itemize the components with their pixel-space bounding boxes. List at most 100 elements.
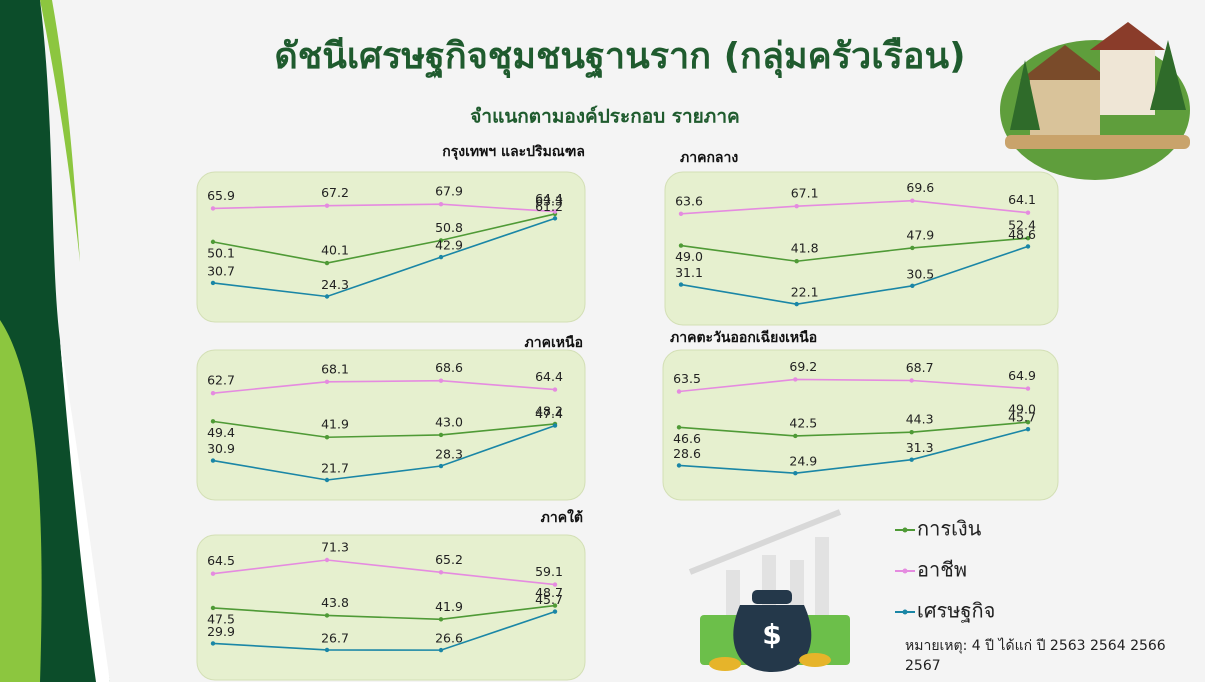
point <box>676 463 682 468</box>
point <box>210 571 216 576</box>
series-line <box>212 604 556 621</box>
value-label: 50.8 <box>435 220 463 235</box>
point <box>324 477 330 483</box>
point <box>324 613 330 618</box>
value-label: 29.9 <box>207 624 235 639</box>
point <box>210 391 216 396</box>
chart-title: ภาคใต้ <box>541 508 583 526</box>
value-label: 61.2 <box>535 199 563 214</box>
value-label: 41.9 <box>321 417 349 432</box>
point <box>1025 244 1031 249</box>
point <box>324 435 330 440</box>
value-label: 52.4 <box>1008 218 1036 233</box>
value-label: 64.5 <box>207 553 235 568</box>
value-label: 63.3 <box>535 193 563 208</box>
point <box>552 603 558 608</box>
point <box>910 245 915 251</box>
chart-title: ภาคตะวันออกเฉียงเหนือ <box>670 330 817 346</box>
series-line <box>212 213 556 264</box>
point <box>1025 386 1031 391</box>
village-illustration <box>1000 22 1190 180</box>
value-label: 41.9 <box>435 599 463 614</box>
value-label: 68.6 <box>435 360 463 375</box>
panel <box>662 349 1059 501</box>
point <box>1025 235 1031 241</box>
point <box>794 203 799 209</box>
value-label: 47.9 <box>906 227 934 242</box>
value-label: 49.0 <box>675 249 703 264</box>
point <box>438 254 444 260</box>
value-label: 47.4 <box>535 406 563 421</box>
point <box>909 429 914 435</box>
panel <box>664 171 1059 326</box>
value-label: 46.6 <box>673 431 701 446</box>
title: ดัชนีเศรษฐกิจชุมชนฐานราก (กลุ่มครัวเรือน… <box>274 36 965 79</box>
value-label: 31.3 <box>906 440 934 455</box>
point <box>552 582 558 587</box>
left-stripe <box>0 320 42 682</box>
value-label: 42.5 <box>789 415 817 430</box>
value-label: 64.4 <box>535 369 563 384</box>
value-label: 48.7 <box>535 585 563 600</box>
value-label: 68.7 <box>906 360 934 375</box>
value-label: 69.2 <box>789 359 817 374</box>
point <box>552 387 558 392</box>
value-label: 26.7 <box>321 630 349 645</box>
value-label: 63.5 <box>673 371 701 386</box>
legend-dot <box>902 527 908 533</box>
series-line <box>212 203 556 213</box>
value-label: 64.1 <box>1008 192 1036 207</box>
point <box>909 378 914 383</box>
money-illustration: $ <box>688 509 850 672</box>
point <box>438 432 444 438</box>
value-label: 50.1 <box>207 245 235 260</box>
legend-dot <box>902 609 908 615</box>
point <box>552 216 558 221</box>
point <box>324 294 330 299</box>
value-label: 24.3 <box>321 277 349 292</box>
value-label: 69.6 <box>906 180 934 195</box>
point <box>438 647 444 653</box>
series-line <box>680 237 1029 263</box>
value-label: 24.9 <box>789 454 817 469</box>
series-line <box>212 559 556 586</box>
point <box>910 283 915 289</box>
value-label: 41.8 <box>791 241 819 256</box>
series-line <box>680 199 1029 215</box>
value-label: 28.3 <box>435 447 463 462</box>
point <box>438 570 444 575</box>
point <box>324 647 330 653</box>
panel <box>196 171 586 323</box>
left-stripe <box>60 340 110 682</box>
value-label: 65.9 <box>207 188 235 203</box>
point <box>910 198 915 203</box>
value-label: 59.1 <box>535 564 563 579</box>
point <box>324 379 330 384</box>
point <box>678 243 684 248</box>
point <box>552 209 558 214</box>
point <box>794 301 799 307</box>
series-line <box>212 424 556 481</box>
point <box>909 457 914 462</box>
value-label: 67.1 <box>791 186 819 201</box>
legend-label: เศรษฐกิจ <box>917 599 995 623</box>
point <box>324 260 330 266</box>
value-label: 48.2 <box>535 403 563 418</box>
value-label: 45.7 <box>1008 410 1036 425</box>
value-label: 65.2 <box>435 552 463 567</box>
value-label: 42.9 <box>435 238 463 253</box>
value-label: 67.2 <box>321 185 349 200</box>
value-label: 22.1 <box>791 285 819 300</box>
point <box>552 423 558 428</box>
note: หมายเหตุ: 4 ปี ได้แก่ ปี 2563 2564 2566 … <box>905 638 1166 674</box>
series-line <box>680 245 1029 305</box>
point <box>678 282 684 287</box>
point <box>793 433 798 439</box>
point <box>210 206 216 211</box>
value-label: 30.9 <box>207 441 235 456</box>
point <box>210 280 216 286</box>
value-label: 26.6 <box>435 631 463 646</box>
point <box>793 471 798 476</box>
point <box>210 239 216 245</box>
